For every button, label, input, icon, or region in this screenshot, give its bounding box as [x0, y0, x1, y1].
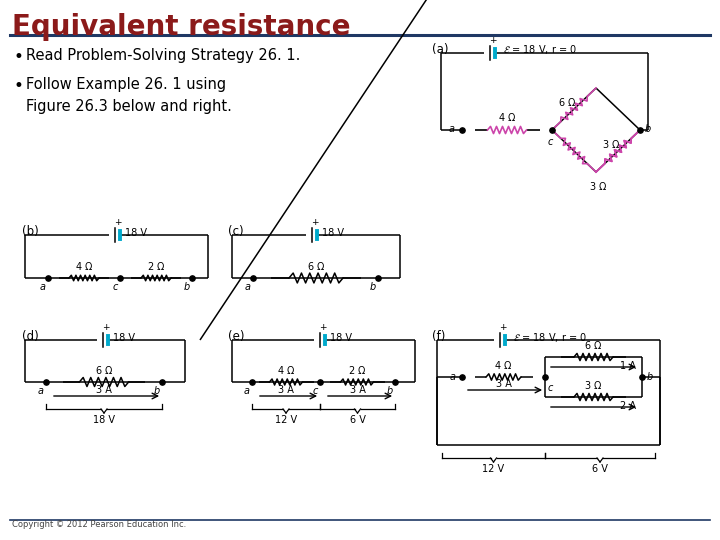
Text: 6 $\Omega$: 6 $\Omega$ — [585, 339, 603, 351]
Text: c: c — [547, 137, 553, 147]
Text: 2 A: 2 A — [620, 401, 636, 411]
Text: •: • — [14, 77, 24, 95]
Text: 12 V: 12 V — [275, 415, 297, 425]
Text: a: a — [449, 124, 455, 134]
Text: 18 V: 18 V — [330, 333, 352, 343]
Text: a: a — [38, 386, 44, 396]
Text: 12 V: 12 V — [482, 464, 505, 474]
Text: +: + — [114, 218, 122, 227]
Text: 4 $\Omega$: 4 $\Omega$ — [277, 364, 295, 376]
Text: (c): (c) — [228, 225, 243, 238]
Text: 18 V: 18 V — [125, 228, 147, 238]
Text: b: b — [154, 386, 160, 396]
Text: 2 $\Omega$: 2 $\Omega$ — [147, 260, 165, 272]
Text: +: + — [311, 218, 319, 227]
Text: 6 V: 6 V — [350, 415, 366, 425]
Text: b: b — [387, 386, 393, 396]
Text: 18 V: 18 V — [113, 333, 135, 343]
Text: 2 $\Omega$: 2 $\Omega$ — [348, 364, 366, 376]
Text: c: c — [312, 386, 318, 396]
Text: +: + — [319, 323, 327, 332]
Text: 3 $\Omega$: 3 $\Omega$ — [589, 180, 607, 192]
Text: a: a — [40, 282, 46, 292]
Text: 3 $\Omega$: 3 $\Omega$ — [585, 379, 603, 391]
Text: 3 A: 3 A — [278, 385, 294, 395]
Text: 3 A: 3 A — [495, 379, 511, 389]
Text: c: c — [548, 383, 554, 393]
Text: 18 V: 18 V — [93, 415, 115, 425]
Text: 3 A: 3 A — [350, 385, 366, 395]
Text: 6 $\Omega$: 6 $\Omega$ — [307, 260, 325, 272]
Text: 6 V: 6 V — [592, 464, 608, 474]
Text: 4 $\Omega$: 4 $\Omega$ — [75, 260, 93, 272]
Text: $\mathcal{E}$ = 18 V, r = 0: $\mathcal{E}$ = 18 V, r = 0 — [513, 332, 587, 345]
Text: Copyright © 2012 Pearson Education Inc.: Copyright © 2012 Pearson Education Inc. — [12, 520, 186, 529]
Text: +: + — [499, 323, 507, 332]
Text: 6 $\Omega$: 6 $\Omega$ — [95, 364, 113, 376]
Text: +: + — [490, 36, 497, 45]
Text: 4 $\Omega$: 4 $\Omega$ — [498, 111, 516, 123]
Text: b: b — [647, 372, 653, 382]
Text: $\mathcal{E}$ = 18 V, r = 0: $\mathcal{E}$ = 18 V, r = 0 — [503, 44, 577, 57]
Text: Follow Example 26. 1 using
Figure 26.3 below and right.: Follow Example 26. 1 using Figure 26.3 b… — [26, 77, 232, 113]
Text: 4 $\Omega$: 4 $\Omega$ — [495, 359, 513, 371]
Text: 18 V: 18 V — [322, 228, 344, 238]
Text: 6 $\Omega$: 6 $\Omega$ — [558, 96, 576, 108]
Text: +: + — [102, 323, 109, 332]
Text: Equivalent resistance: Equivalent resistance — [12, 13, 351, 41]
Text: a: a — [245, 282, 251, 292]
Text: (d): (d) — [22, 330, 39, 343]
Text: (e): (e) — [228, 330, 245, 343]
Text: c: c — [112, 282, 117, 292]
Text: a: a — [450, 372, 456, 382]
Text: (a): (a) — [432, 43, 449, 56]
Text: b: b — [370, 282, 376, 292]
Text: (b): (b) — [22, 225, 39, 238]
Text: •: • — [14, 48, 24, 66]
Text: a: a — [244, 386, 250, 396]
Text: (f): (f) — [432, 330, 446, 343]
Text: 1 A: 1 A — [620, 361, 636, 371]
Text: b: b — [184, 282, 190, 292]
Text: b: b — [645, 124, 652, 134]
Text: Read Problem-Solving Strategy 26. 1.: Read Problem-Solving Strategy 26. 1. — [26, 48, 300, 63]
Text: 3 A: 3 A — [96, 385, 112, 395]
Text: 3 $\Omega$: 3 $\Omega$ — [602, 138, 620, 150]
